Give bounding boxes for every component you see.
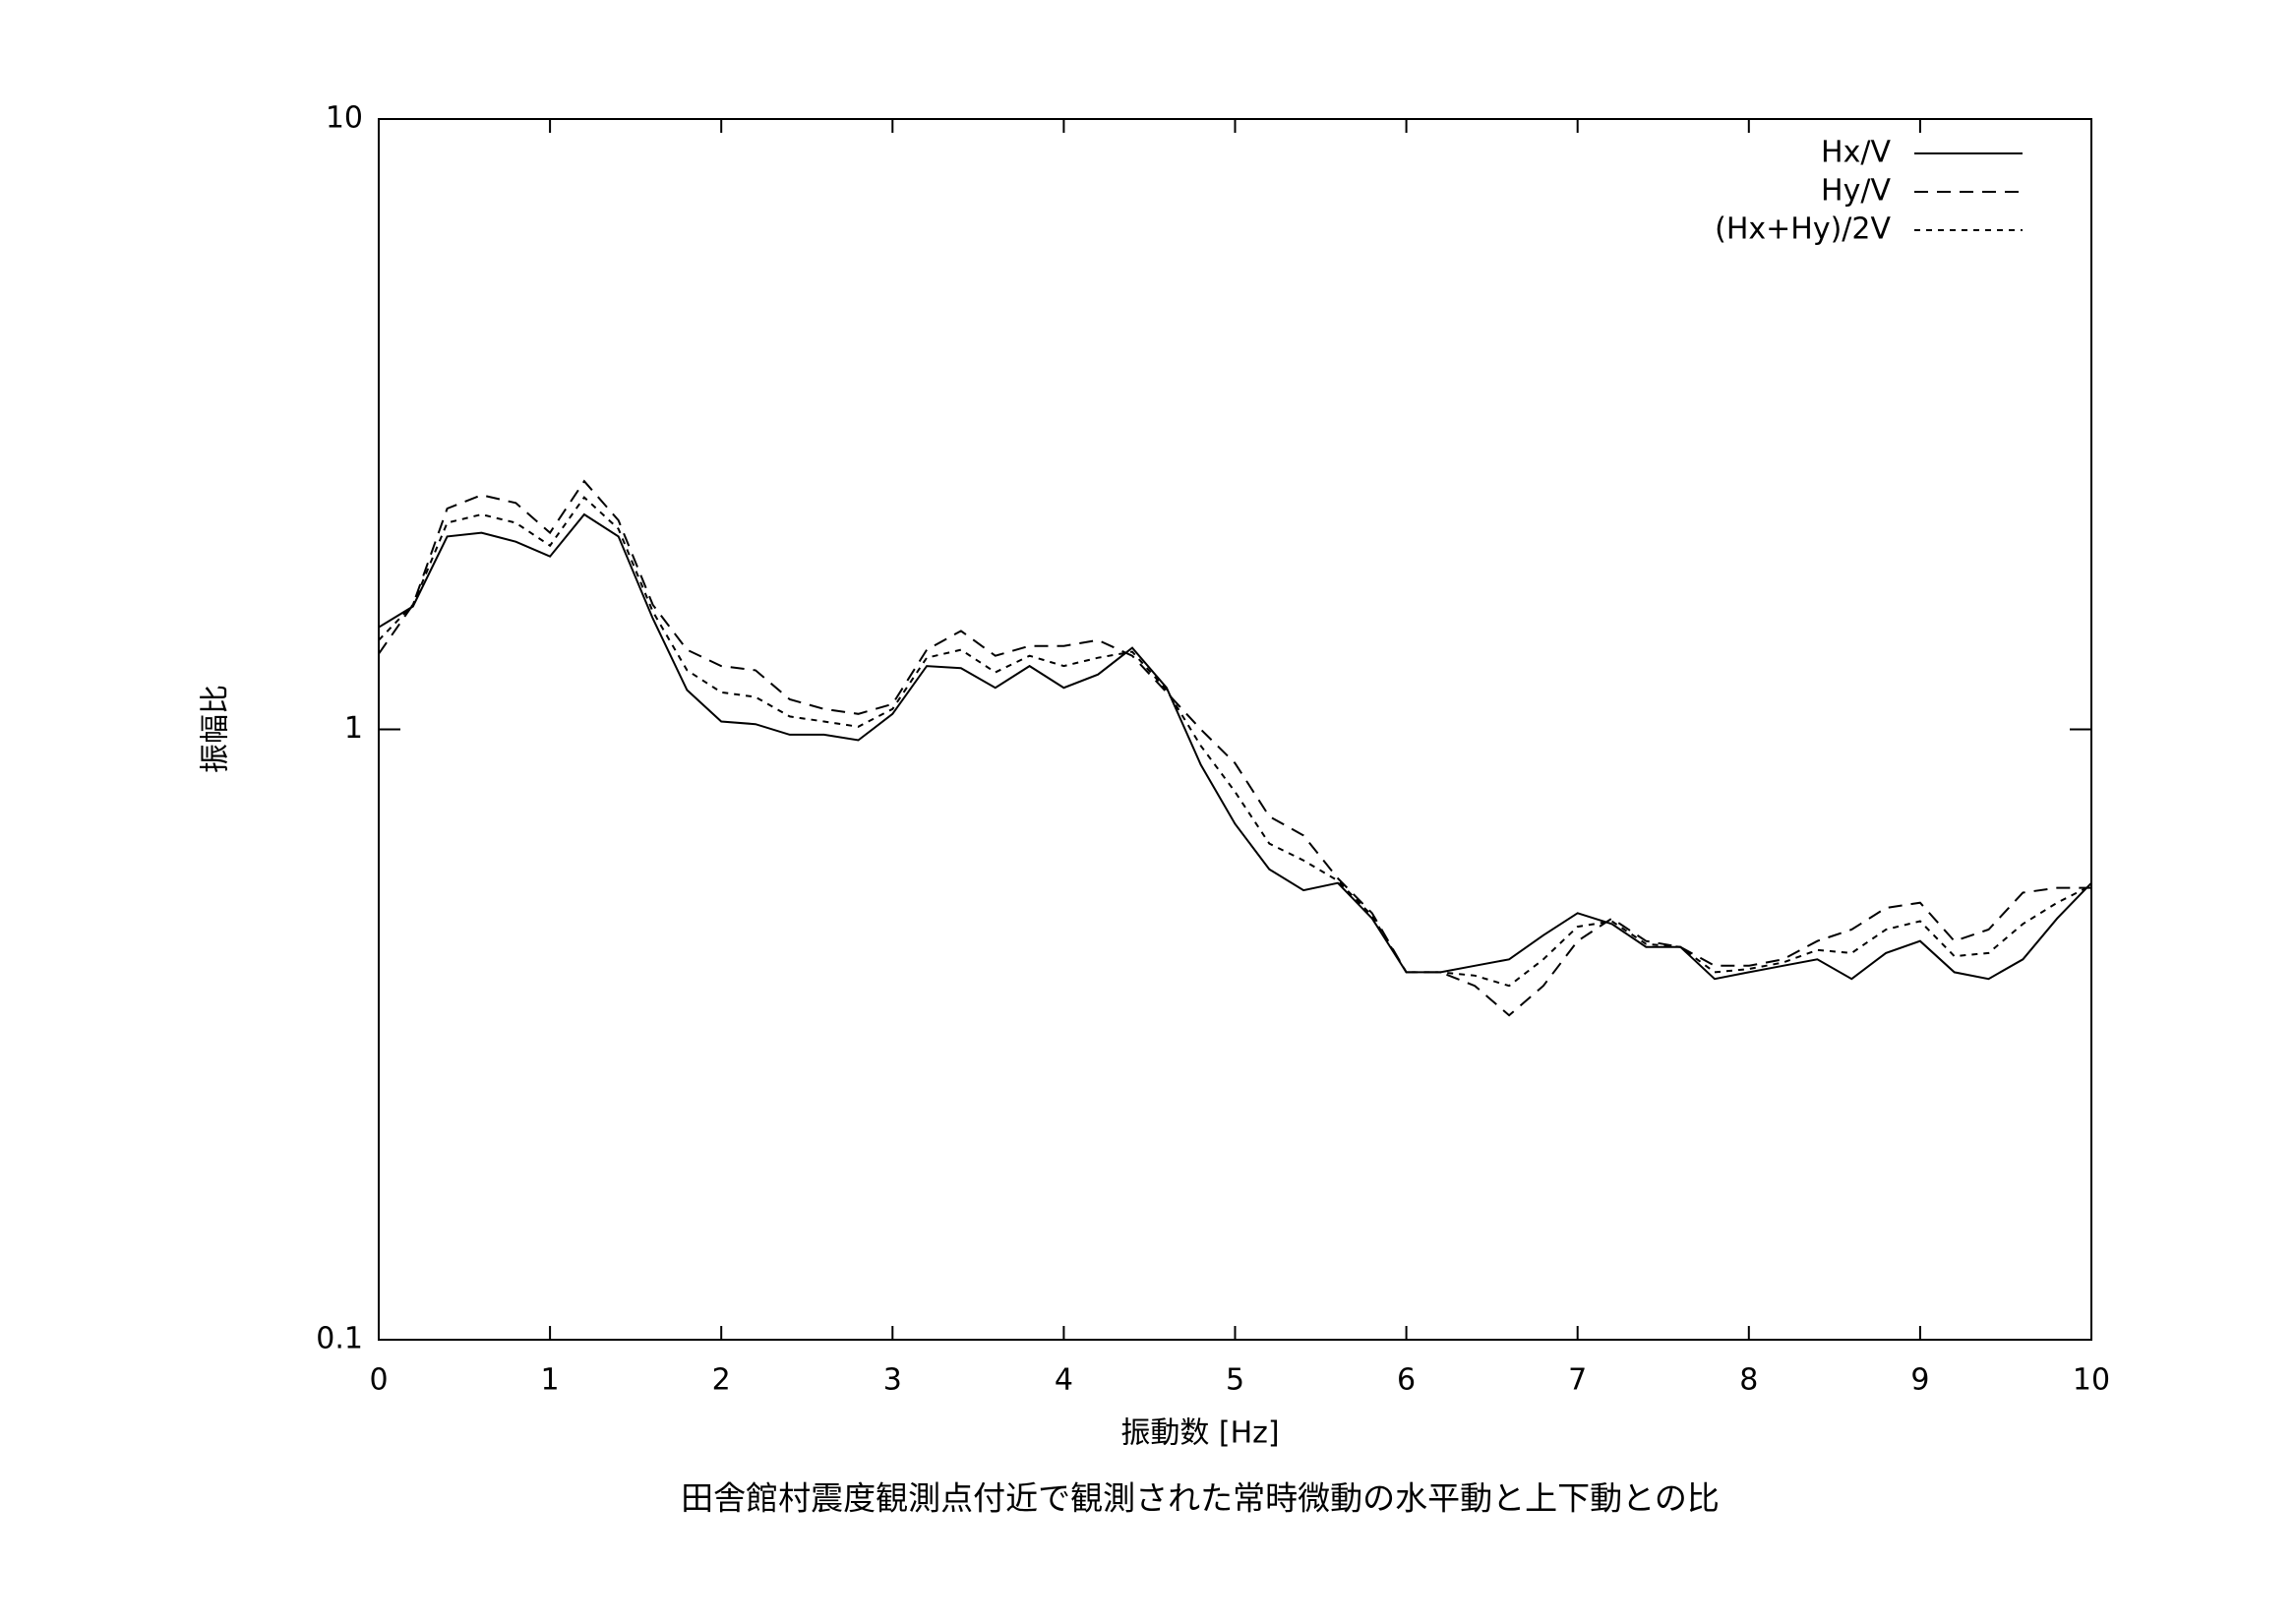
data-line: [378, 496, 2092, 988]
x-tick-label: 9: [1910, 1363, 1929, 1398]
x-tick-label: 4: [1055, 1363, 1073, 1398]
x-tick-label: 5: [1226, 1363, 1244, 1398]
legend-label: Hy/V: [1821, 174, 1891, 209]
legend-label: (Hx+Hy)/2V: [1715, 212, 1891, 247]
x-tick-label: 8: [1739, 1363, 1758, 1398]
x-tick-label: 3: [883, 1363, 902, 1398]
y-tick-label: 1: [344, 711, 363, 746]
y-tick-label: 10: [326, 101, 363, 136]
x-tick-label: 1: [541, 1363, 560, 1398]
x-tick-label: 7: [1568, 1363, 1587, 1398]
y-axis-label: 振幅比: [199, 685, 233, 773]
y-tick-label: 0.1: [316, 1322, 363, 1356]
chart-title: 田舎館村震度観測点付近で観測された常時微動の水平動と上下動との比: [681, 1479, 1720, 1518]
x-tick-label: 2: [712, 1363, 731, 1398]
x-axis-label: 振動数 [Hz]: [1120, 1416, 1279, 1451]
x-tick-label: 6: [1397, 1363, 1416, 1398]
x-tick-label: 10: [2073, 1363, 2110, 1398]
legend-label: Hx/V: [1821, 136, 1891, 170]
data-line: [378, 479, 2091, 1017]
x-tick-label: 0: [369, 1363, 388, 1398]
data-line: [378, 512, 2092, 981]
plot-frame: [378, 118, 2092, 1341]
